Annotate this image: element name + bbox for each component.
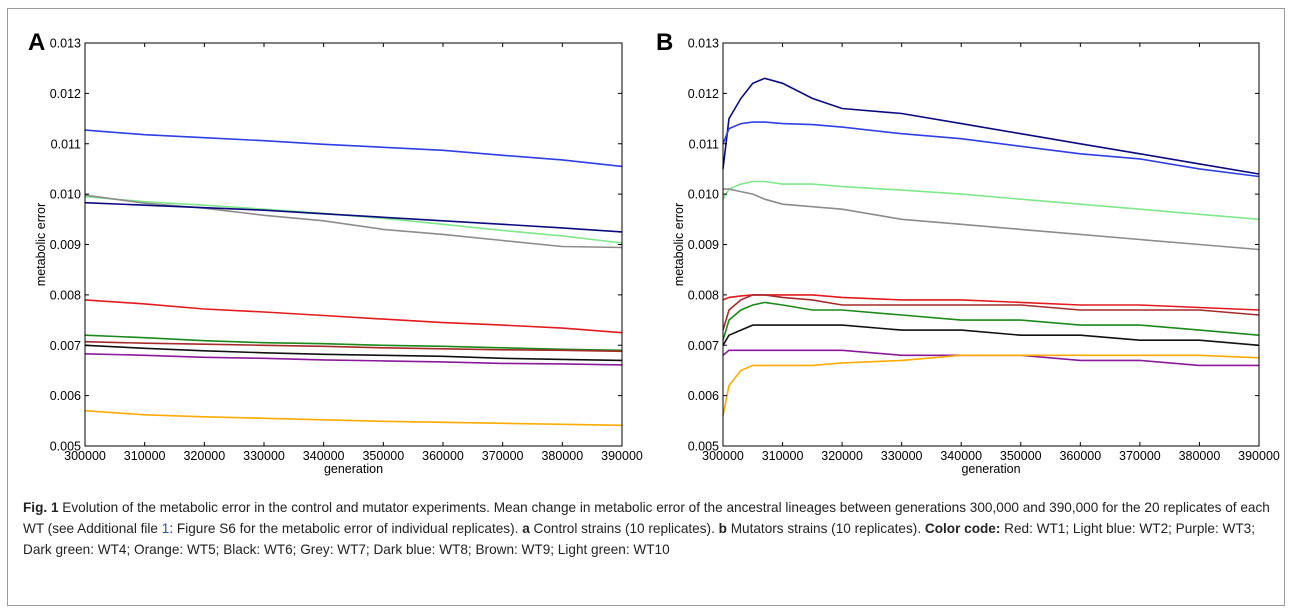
series-line-dark-green (722, 301, 1260, 341)
x-tick-label: 380000 (541, 449, 583, 463)
x-tick-label: 330000 (881, 449, 923, 463)
y-tick-label: 0.005 (688, 440, 719, 454)
series-line-light-green (722, 180, 1260, 221)
y-tick-label: 0.008 (50, 288, 81, 302)
y-tick-label: 0.013 (688, 37, 719, 51)
caption-a-label: a (522, 521, 530, 536)
series-line-red (722, 294, 1260, 311)
panel-label: B (656, 29, 673, 56)
series-line-black (84, 344, 623, 362)
y-tick-label: 0.005 (50, 440, 81, 454)
series-line-grey (723, 188, 1260, 251)
series-line-brown (722, 294, 1260, 331)
series-line-light-blue (722, 121, 1260, 178)
series-line-dark-blue (722, 77, 1260, 175)
series-line-dark-green (84, 334, 623, 352)
chart-panel-a: 300000 310000 320000 330000 340000 350000 3600… (28, 29, 643, 476)
x-tick-label: 330000 (243, 449, 285, 463)
y-tick-label: 0.010 (688, 188, 719, 202)
chart-panel-b: 300000 310000 320000 330000 340000 350000 3600… (656, 29, 1280, 476)
series-line-purple (722, 349, 1259, 367)
caption-after-ref: : Figure S6 for the metabolic error of i… (169, 521, 523, 536)
x-tick-label: 340000 (940, 449, 982, 463)
x-tick-label: 370000 (482, 449, 524, 463)
series-line-dark-blue (84, 201, 623, 233)
x-tick-label: 390000 (1238, 449, 1280, 463)
x-tick-label: 390000 (601, 449, 643, 463)
figure-frame (7, 8, 1285, 606)
x-axis-label: generation (324, 462, 383, 476)
y-tick-label: 0.012 (688, 87, 719, 101)
y-tick-label: 0.006 (50, 389, 81, 403)
x-tick-label: 360000 (1059, 449, 1101, 463)
y-axis-label: metabolic error (34, 203, 48, 286)
x-tick-label: 360000 (422, 449, 464, 463)
panel-label: A (28, 29, 45, 56)
caption-a-text: Control strains (10 replicates). (529, 521, 719, 536)
caption-color-code-text: Red: WT1; Light blue: WT2; Purple: WT3; … (23, 521, 1255, 557)
x-tick-label: 300000 (64, 449, 106, 463)
caption-b-label: b (718, 521, 727, 536)
y-axis-label: metabolic error (672, 203, 686, 286)
x-tick-label: 340000 (303, 449, 345, 463)
x-axis-label: generation (961, 462, 1020, 476)
x-tick-label: 320000 (183, 449, 225, 463)
caption-title: Evolution of the metabolic error in the … (23, 500, 1270, 536)
caption-additional-file-link[interactable]: 1 (161, 521, 170, 536)
y-tick-label: 0.007 (688, 339, 719, 353)
x-tick-label: 320000 (821, 449, 863, 463)
y-tick-label: 0.013 (50, 37, 81, 51)
figure-caption: Fig. 1 Evolution of the metabolic error … (23, 497, 1273, 560)
y-tick-label: 0.011 (51, 137, 81, 151)
series-line-orange (84, 409, 623, 427)
series-line-light-blue (84, 129, 623, 168)
y-tick-label: 0.007 (50, 339, 81, 353)
figure-charts: 300000 310000 320000 330000 340000 350000 3600… (28, 29, 1280, 476)
x-tick-label: 310000 (124, 449, 166, 463)
caption-fig-label: Fig. 1 (23, 500, 59, 515)
y-tick-label: 0.011 (689, 137, 719, 151)
y-tick-label: 0.009 (688, 238, 719, 252)
y-tick-label: 0.012 (50, 87, 81, 101)
x-tick-label: 350000 (1000, 449, 1042, 463)
series-line-red (84, 299, 623, 334)
series-line-purple (84, 353, 623, 366)
y-tick-label: 0.008 (688, 288, 719, 302)
series-line-light-green (84, 195, 623, 244)
plot-frame (722, 42, 1260, 447)
caption-b-text: Mutators strains (10 replicates). (726, 521, 925, 536)
x-tick-label: 350000 (362, 449, 404, 463)
series-line-brown (84, 340, 623, 353)
x-tick-label: 300000 (702, 449, 744, 463)
x-tick-label: 310000 (762, 449, 804, 463)
x-tick-label: 380000 (1179, 449, 1221, 463)
series-line-black (722, 324, 1260, 347)
caption-color-code-label: Color code: (924, 521, 1001, 536)
x-tick-label: 370000 (1119, 449, 1161, 463)
series-line-orange (722, 354, 1260, 416)
y-tick-label: 0.006 (688, 389, 719, 403)
y-tick-label: 0.010 (50, 188, 81, 202)
y-tick-label: 0.009 (50, 238, 81, 252)
